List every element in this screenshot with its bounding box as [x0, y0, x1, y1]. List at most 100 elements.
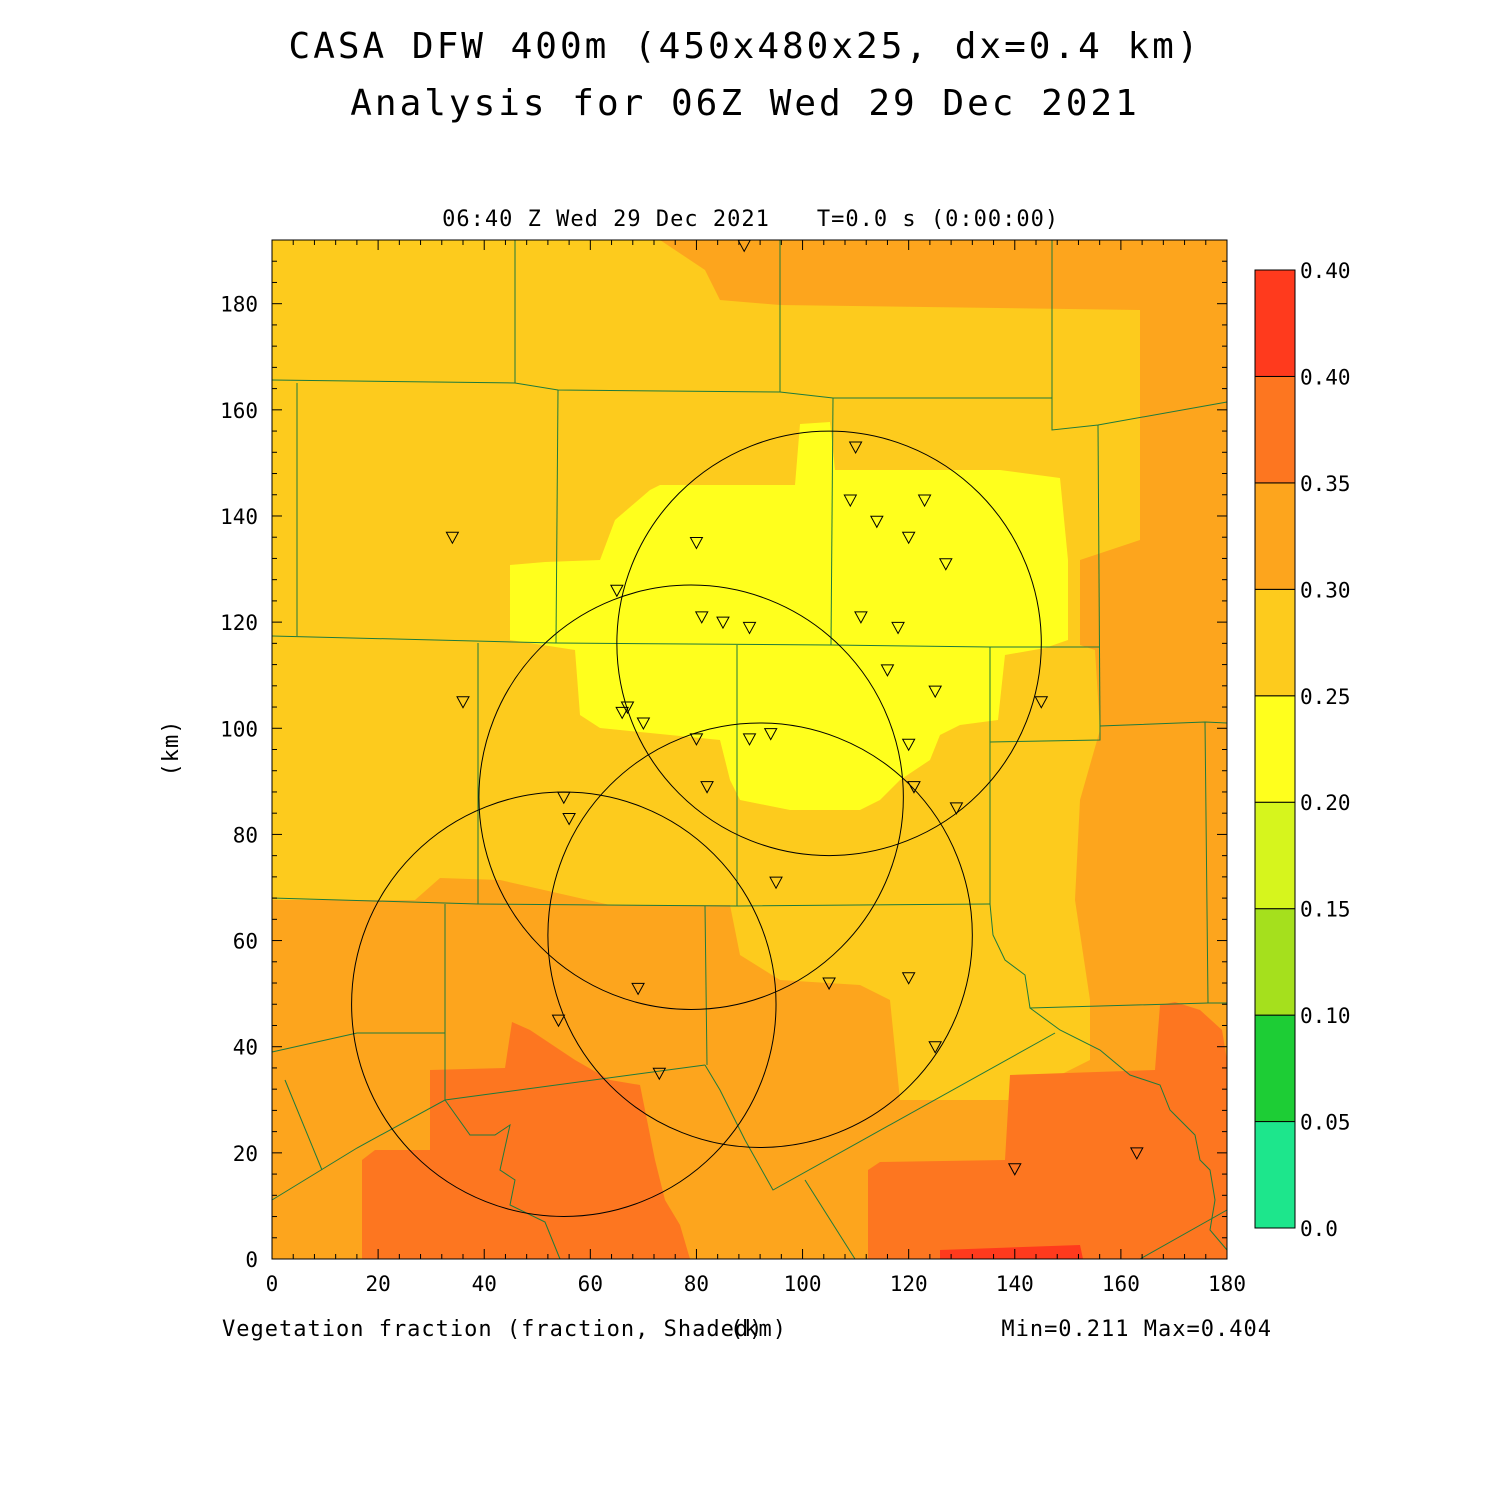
colorbar-swatch	[1254, 588, 1296, 697]
y-tick-label: 140	[220, 505, 258, 529]
y-tick-label: 80	[233, 823, 258, 847]
colorbar-label: 0.0	[1300, 1217, 1338, 1241]
field-region-ne-orange	[272, 240, 1227, 1259]
colorbar-label: 0.10	[1300, 1004, 1351, 1028]
x-tick-label: 180	[1208, 1272, 1246, 1296]
county-line	[1029, 1007, 1228, 1251]
x-tick-label: 100	[784, 1272, 822, 1296]
field-region-central-yellow	[510, 422, 1068, 810]
field-region-southeast-dark	[868, 1002, 1227, 1259]
county-line	[271, 1064, 706, 1201]
station-marker	[949, 802, 964, 815]
county-line	[1097, 424, 1101, 727]
station-markers	[445, 239, 1144, 1176]
station-marker	[848, 441, 863, 455]
colorbar-swatch	[1254, 908, 1296, 1016]
colorbar-swatch	[1254, 482, 1296, 590]
station-marker	[456, 696, 470, 709]
station-marker	[763, 728, 778, 741]
county-line	[271, 379, 1052, 399]
y-axis-ticks: 0 20 40 60 80 100 120 140 160 180	[220, 239, 1227, 1272]
colorbar-label: 0.30	[1300, 578, 1351, 602]
station-marker	[907, 781, 921, 794]
station-marker	[551, 1014, 566, 1028]
station-marker	[694, 611, 709, 624]
radar-range-rings	[351, 430, 1042, 1217]
x-tick-label: 120	[890, 1272, 928, 1296]
y-tick-label: 60	[233, 930, 258, 954]
y-tick-label: 100	[220, 717, 258, 741]
county-line	[444, 1099, 561, 1260]
x-axis-unit-label: (km)	[730, 1317, 787, 1342]
station-marker	[869, 515, 884, 529]
radar-ring	[478, 584, 904, 1010]
station-marker	[742, 733, 757, 746]
station-marker	[938, 558, 953, 571]
station-marker	[689, 537, 704, 550]
county-line	[830, 397, 834, 646]
station-marker	[1129, 1147, 1144, 1160]
colorbar-swatch	[1254, 695, 1296, 803]
radar-ring	[547, 722, 973, 1148]
field-region-southwest-dark	[362, 1022, 690, 1259]
station-marker	[1034, 696, 1049, 709]
x-tick-label: 140	[996, 1272, 1034, 1296]
station-marker	[901, 972, 916, 985]
variable-label: Vegetation fraction (fraction, Shaded)	[222, 1317, 763, 1342]
county-line	[555, 389, 559, 644]
y-tick-label: 40	[233, 1036, 258, 1060]
county-line	[271, 635, 1100, 648]
y-tick-label: 180	[220, 293, 258, 317]
county-line	[271, 897, 991, 907]
station-marker	[928, 1041, 943, 1054]
colorbar-label: 0.35	[1300, 472, 1351, 496]
station-marker	[610, 584, 624, 598]
county-line	[704, 905, 708, 1066]
colorbar-label: 0.40	[1300, 259, 1351, 283]
x-tick-label: 0	[266, 1272, 279, 1296]
station-marker	[615, 706, 630, 720]
station-marker	[700, 781, 714, 794]
y-tick-label: 0	[245, 1248, 258, 1272]
colorbar-label: 0.25	[1300, 685, 1351, 709]
x-tick-label: 80	[684, 1272, 709, 1296]
main-title: CASA DFW 400m (450x480x25, dx=0.4 km)	[289, 26, 1202, 67]
station-marker	[822, 977, 836, 991]
station-marker	[917, 494, 932, 508]
colorbar-swatch	[1254, 1014, 1296, 1123]
x-tick-label: 160	[1102, 1272, 1140, 1296]
station-marker	[652, 1067, 667, 1081]
station-marker	[843, 494, 858, 508]
colorbar-label: 0.40	[1300, 365, 1351, 389]
y-tick-label: 120	[220, 611, 258, 635]
station-marker	[716, 616, 730, 630]
station-marker	[1007, 1163, 1022, 1176]
plot-valid-time: 06:40 Z Wed 29 Dec 2021	[442, 207, 770, 232]
colorbar-swatch	[1254, 1121, 1296, 1229]
county-line	[1051, 240, 1228, 431]
station-marker	[854, 611, 868, 624]
station-marker	[445, 531, 460, 545]
colorbar-swatch	[1254, 801, 1296, 910]
x-tick-label: 20	[365, 1272, 390, 1296]
station-marker	[901, 738, 916, 752]
x-tick-label: 60	[578, 1272, 603, 1296]
colorbar-swatch	[1254, 269, 1296, 377]
county-line	[284, 1079, 323, 1171]
x-axis-ticks: 0 20 40 60 80 100 120 140 160 180	[266, 240, 1246, 1296]
station-marker	[742, 621, 757, 635]
colorbar-label: 0.20	[1300, 791, 1351, 815]
colorbar: 0.0 0.05 0.10 0.15 0.20 0.25 0.30 0.35 0.40 0.40	[1254, 259, 1351, 1241]
station-marker	[891, 621, 905, 635]
colorbar-label: 0.15	[1300, 898, 1351, 922]
min-max-readout: Min=0.211 Max=0.404	[1001, 1317, 1272, 1342]
station-marker	[901, 531, 916, 545]
county-line	[704, 1032, 1056, 1191]
y-tick-label: 160	[220, 399, 258, 423]
x-tick-label: 40	[472, 1272, 497, 1296]
county-line	[271, 1032, 445, 1053]
y-tick-label: 20	[233, 1142, 258, 1166]
county-line	[804, 1179, 856, 1260]
